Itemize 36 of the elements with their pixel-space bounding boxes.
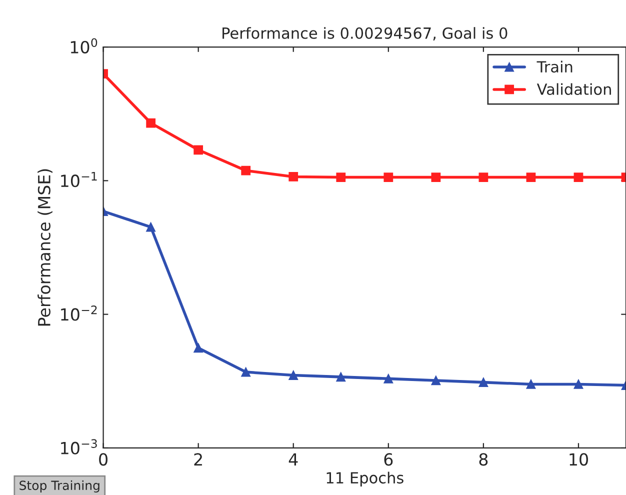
- x-tick-label: 2: [194, 453, 202, 466]
- x-tick-label: 10: [570, 453, 588, 466]
- x-tick-label: 6: [384, 453, 393, 466]
- legend-label: Validation: [536, 83, 611, 96]
- point: [526, 380, 536, 389]
- point: [241, 367, 251, 377]
- point: [336, 372, 346, 382]
- point: [241, 166, 251, 176]
- point: [478, 378, 488, 387]
- point: [384, 374, 394, 384]
- point: [574, 380, 584, 389]
- point: [288, 370, 298, 380]
- legend-label: Train: [536, 60, 572, 73]
- point: [146, 222, 156, 232]
- y-tick-label: 10$^{−1}$: [61, 172, 97, 188]
- y-axis-title: Performance (MSE): [38, 169, 52, 326]
- x-tick-label: 8: [479, 453, 488, 466]
- point: [384, 172, 394, 182]
- point: [431, 172, 441, 182]
- text: Stop Training: [20, 480, 100, 493]
- point: [288, 172, 298, 182]
- point: [194, 343, 204, 353]
- y-tick-label: 10$^{0}$: [70, 38, 98, 54]
- point: [336, 172, 346, 182]
- point: [526, 172, 536, 182]
- point: [146, 118, 156, 128]
- y-tick-label: 10$^{−2}$: [61, 305, 97, 321]
- x-tick-label: 0: [99, 453, 108, 466]
- chart-title: Performance is 0.00294567, Goal is 0: [222, 27, 508, 40]
- point: [194, 145, 204, 155]
- x-axis-title: 11 Epochs: [326, 472, 404, 487]
- point: [574, 172, 584, 182]
- x-tick-label: 4: [288, 453, 298, 466]
- point: [478, 172, 488, 182]
- point: [431, 376, 441, 386]
- y-tick-label: 10$^{−3}$: [61, 439, 97, 454]
